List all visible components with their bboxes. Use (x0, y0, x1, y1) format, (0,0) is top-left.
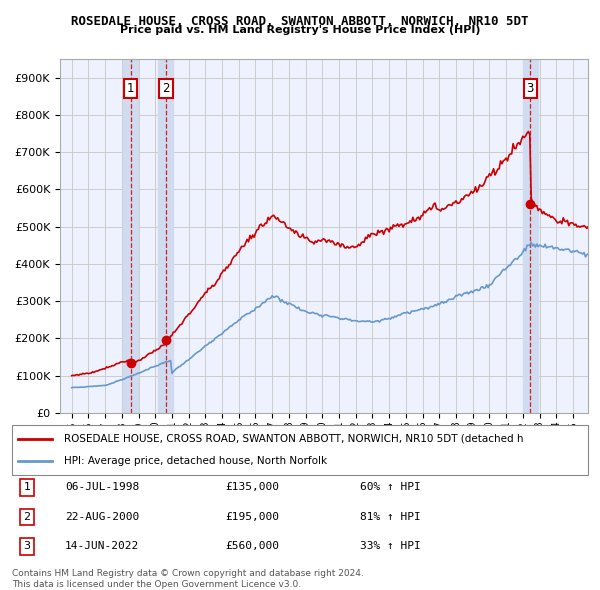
Text: 33% ↑ HPI: 33% ↑ HPI (359, 542, 421, 551)
Text: Contains HM Land Registry data © Crown copyright and database right 2024.: Contains HM Land Registry data © Crown c… (12, 569, 364, 578)
Text: £135,000: £135,000 (225, 483, 279, 492)
Text: 14-JUN-2022: 14-JUN-2022 (65, 542, 139, 551)
Text: 1: 1 (23, 483, 31, 492)
Text: ROSEDALE HOUSE, CROSS ROAD, SWANTON ABBOTT, NORWICH, NR10 5DT (detached h: ROSEDALE HOUSE, CROSS ROAD, SWANTON ABBO… (64, 434, 523, 444)
Text: 2: 2 (162, 83, 170, 96)
Text: 22-AUG-2000: 22-AUG-2000 (65, 512, 139, 522)
Bar (523, 59, 538, 413)
FancyBboxPatch shape (12, 425, 588, 475)
Text: £560,000: £560,000 (225, 542, 279, 551)
Text: 2: 2 (23, 512, 31, 522)
Bar (158, 59, 173, 413)
Text: 1: 1 (127, 83, 134, 96)
Text: HPI: Average price, detached house, North Norfolk: HPI: Average price, detached house, Nort… (64, 456, 327, 466)
Text: ROSEDALE HOUSE, CROSS ROAD, SWANTON ABBOTT, NORWICH, NR10 5DT: ROSEDALE HOUSE, CROSS ROAD, SWANTON ABBO… (71, 15, 529, 28)
Text: £195,000: £195,000 (225, 512, 279, 522)
Text: Price paid vs. HM Land Registry's House Price Index (HPI): Price paid vs. HM Land Registry's House … (120, 25, 480, 35)
Text: 3: 3 (527, 83, 534, 96)
Text: This data is licensed under the Open Government Licence v3.0.: This data is licensed under the Open Gov… (12, 579, 301, 589)
Text: 06-JUL-1998: 06-JUL-1998 (65, 483, 139, 492)
Text: 60% ↑ HPI: 60% ↑ HPI (359, 483, 421, 492)
Text: 81% ↑ HPI: 81% ↑ HPI (359, 512, 421, 522)
Text: 3: 3 (23, 542, 31, 551)
Bar (123, 59, 138, 413)
